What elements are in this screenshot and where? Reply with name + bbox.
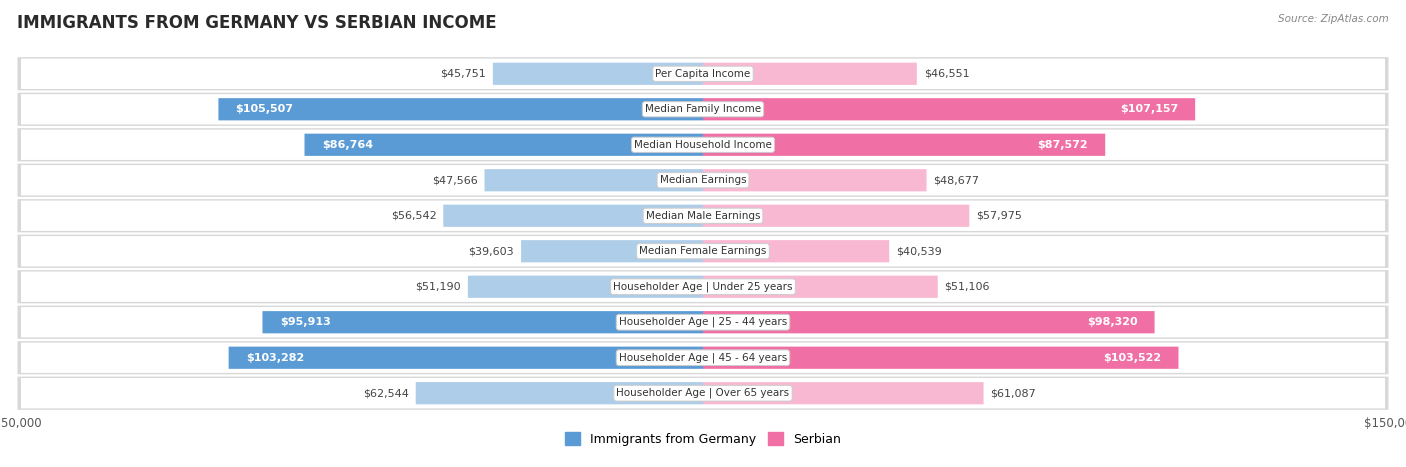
Text: $51,190: $51,190	[415, 282, 461, 292]
FancyBboxPatch shape	[485, 169, 703, 191]
FancyBboxPatch shape	[17, 128, 1389, 162]
FancyBboxPatch shape	[17, 270, 1389, 304]
Text: $98,320: $98,320	[1087, 317, 1137, 327]
Text: $51,106: $51,106	[945, 282, 990, 292]
FancyBboxPatch shape	[17, 57, 1389, 91]
FancyBboxPatch shape	[494, 63, 703, 85]
FancyBboxPatch shape	[703, 205, 969, 227]
Text: Median Male Earnings: Median Male Earnings	[645, 211, 761, 221]
FancyBboxPatch shape	[703, 169, 927, 191]
FancyBboxPatch shape	[17, 163, 1389, 197]
FancyBboxPatch shape	[17, 305, 1389, 339]
FancyBboxPatch shape	[522, 240, 703, 262]
Legend: Immigrants from Germany, Serbian: Immigrants from Germany, Serbian	[560, 427, 846, 451]
FancyBboxPatch shape	[17, 199, 1389, 233]
FancyBboxPatch shape	[305, 134, 703, 156]
Text: $57,975: $57,975	[976, 211, 1022, 221]
FancyBboxPatch shape	[703, 134, 1105, 156]
FancyBboxPatch shape	[21, 58, 1385, 89]
FancyBboxPatch shape	[703, 276, 938, 298]
FancyBboxPatch shape	[703, 240, 889, 262]
FancyBboxPatch shape	[416, 382, 703, 404]
FancyBboxPatch shape	[229, 347, 703, 369]
Text: Per Capita Income: Per Capita Income	[655, 69, 751, 79]
Text: $45,751: $45,751	[440, 69, 486, 79]
Text: $103,522: $103,522	[1104, 353, 1161, 363]
Text: Source: ZipAtlas.com: Source: ZipAtlas.com	[1278, 14, 1389, 24]
FancyBboxPatch shape	[17, 341, 1389, 375]
FancyBboxPatch shape	[218, 98, 703, 120]
Text: Householder Age | 25 - 44 years: Householder Age | 25 - 44 years	[619, 317, 787, 327]
FancyBboxPatch shape	[17, 234, 1389, 268]
FancyBboxPatch shape	[21, 307, 1385, 338]
FancyBboxPatch shape	[17, 376, 1389, 410]
Text: $62,544: $62,544	[363, 388, 409, 398]
FancyBboxPatch shape	[21, 165, 1385, 196]
FancyBboxPatch shape	[468, 276, 703, 298]
Text: Median Female Earnings: Median Female Earnings	[640, 246, 766, 256]
Text: $48,677: $48,677	[934, 175, 980, 185]
Text: $40,539: $40,539	[896, 246, 942, 256]
FancyBboxPatch shape	[703, 63, 917, 85]
Text: $105,507: $105,507	[236, 104, 294, 114]
Text: $107,157: $107,157	[1119, 104, 1178, 114]
Text: $56,542: $56,542	[391, 211, 436, 221]
FancyBboxPatch shape	[263, 311, 703, 333]
FancyBboxPatch shape	[703, 98, 1195, 120]
Text: $46,551: $46,551	[924, 69, 969, 79]
Text: $103,282: $103,282	[246, 353, 304, 363]
FancyBboxPatch shape	[21, 200, 1385, 231]
Text: Median Household Income: Median Household Income	[634, 140, 772, 150]
Text: IMMIGRANTS FROM GERMANY VS SERBIAN INCOME: IMMIGRANTS FROM GERMANY VS SERBIAN INCOM…	[17, 14, 496, 32]
FancyBboxPatch shape	[21, 129, 1385, 160]
FancyBboxPatch shape	[21, 94, 1385, 125]
Text: $47,566: $47,566	[432, 175, 478, 185]
FancyBboxPatch shape	[703, 311, 1154, 333]
Text: Householder Age | Under 25 years: Householder Age | Under 25 years	[613, 282, 793, 292]
FancyBboxPatch shape	[21, 271, 1385, 302]
Text: $86,764: $86,764	[322, 140, 373, 150]
Text: Householder Age | Over 65 years: Householder Age | Over 65 years	[616, 388, 790, 398]
FancyBboxPatch shape	[21, 342, 1385, 373]
Text: $39,603: $39,603	[468, 246, 515, 256]
Text: $87,572: $87,572	[1038, 140, 1088, 150]
Text: Median Family Income: Median Family Income	[645, 104, 761, 114]
FancyBboxPatch shape	[21, 236, 1385, 267]
Text: $95,913: $95,913	[280, 317, 330, 327]
Text: Householder Age | 45 - 64 years: Householder Age | 45 - 64 years	[619, 353, 787, 363]
FancyBboxPatch shape	[703, 347, 1178, 369]
FancyBboxPatch shape	[17, 92, 1389, 126]
FancyBboxPatch shape	[443, 205, 703, 227]
FancyBboxPatch shape	[21, 378, 1385, 409]
FancyBboxPatch shape	[703, 382, 984, 404]
Text: Median Earnings: Median Earnings	[659, 175, 747, 185]
Text: $61,087: $61,087	[990, 388, 1036, 398]
